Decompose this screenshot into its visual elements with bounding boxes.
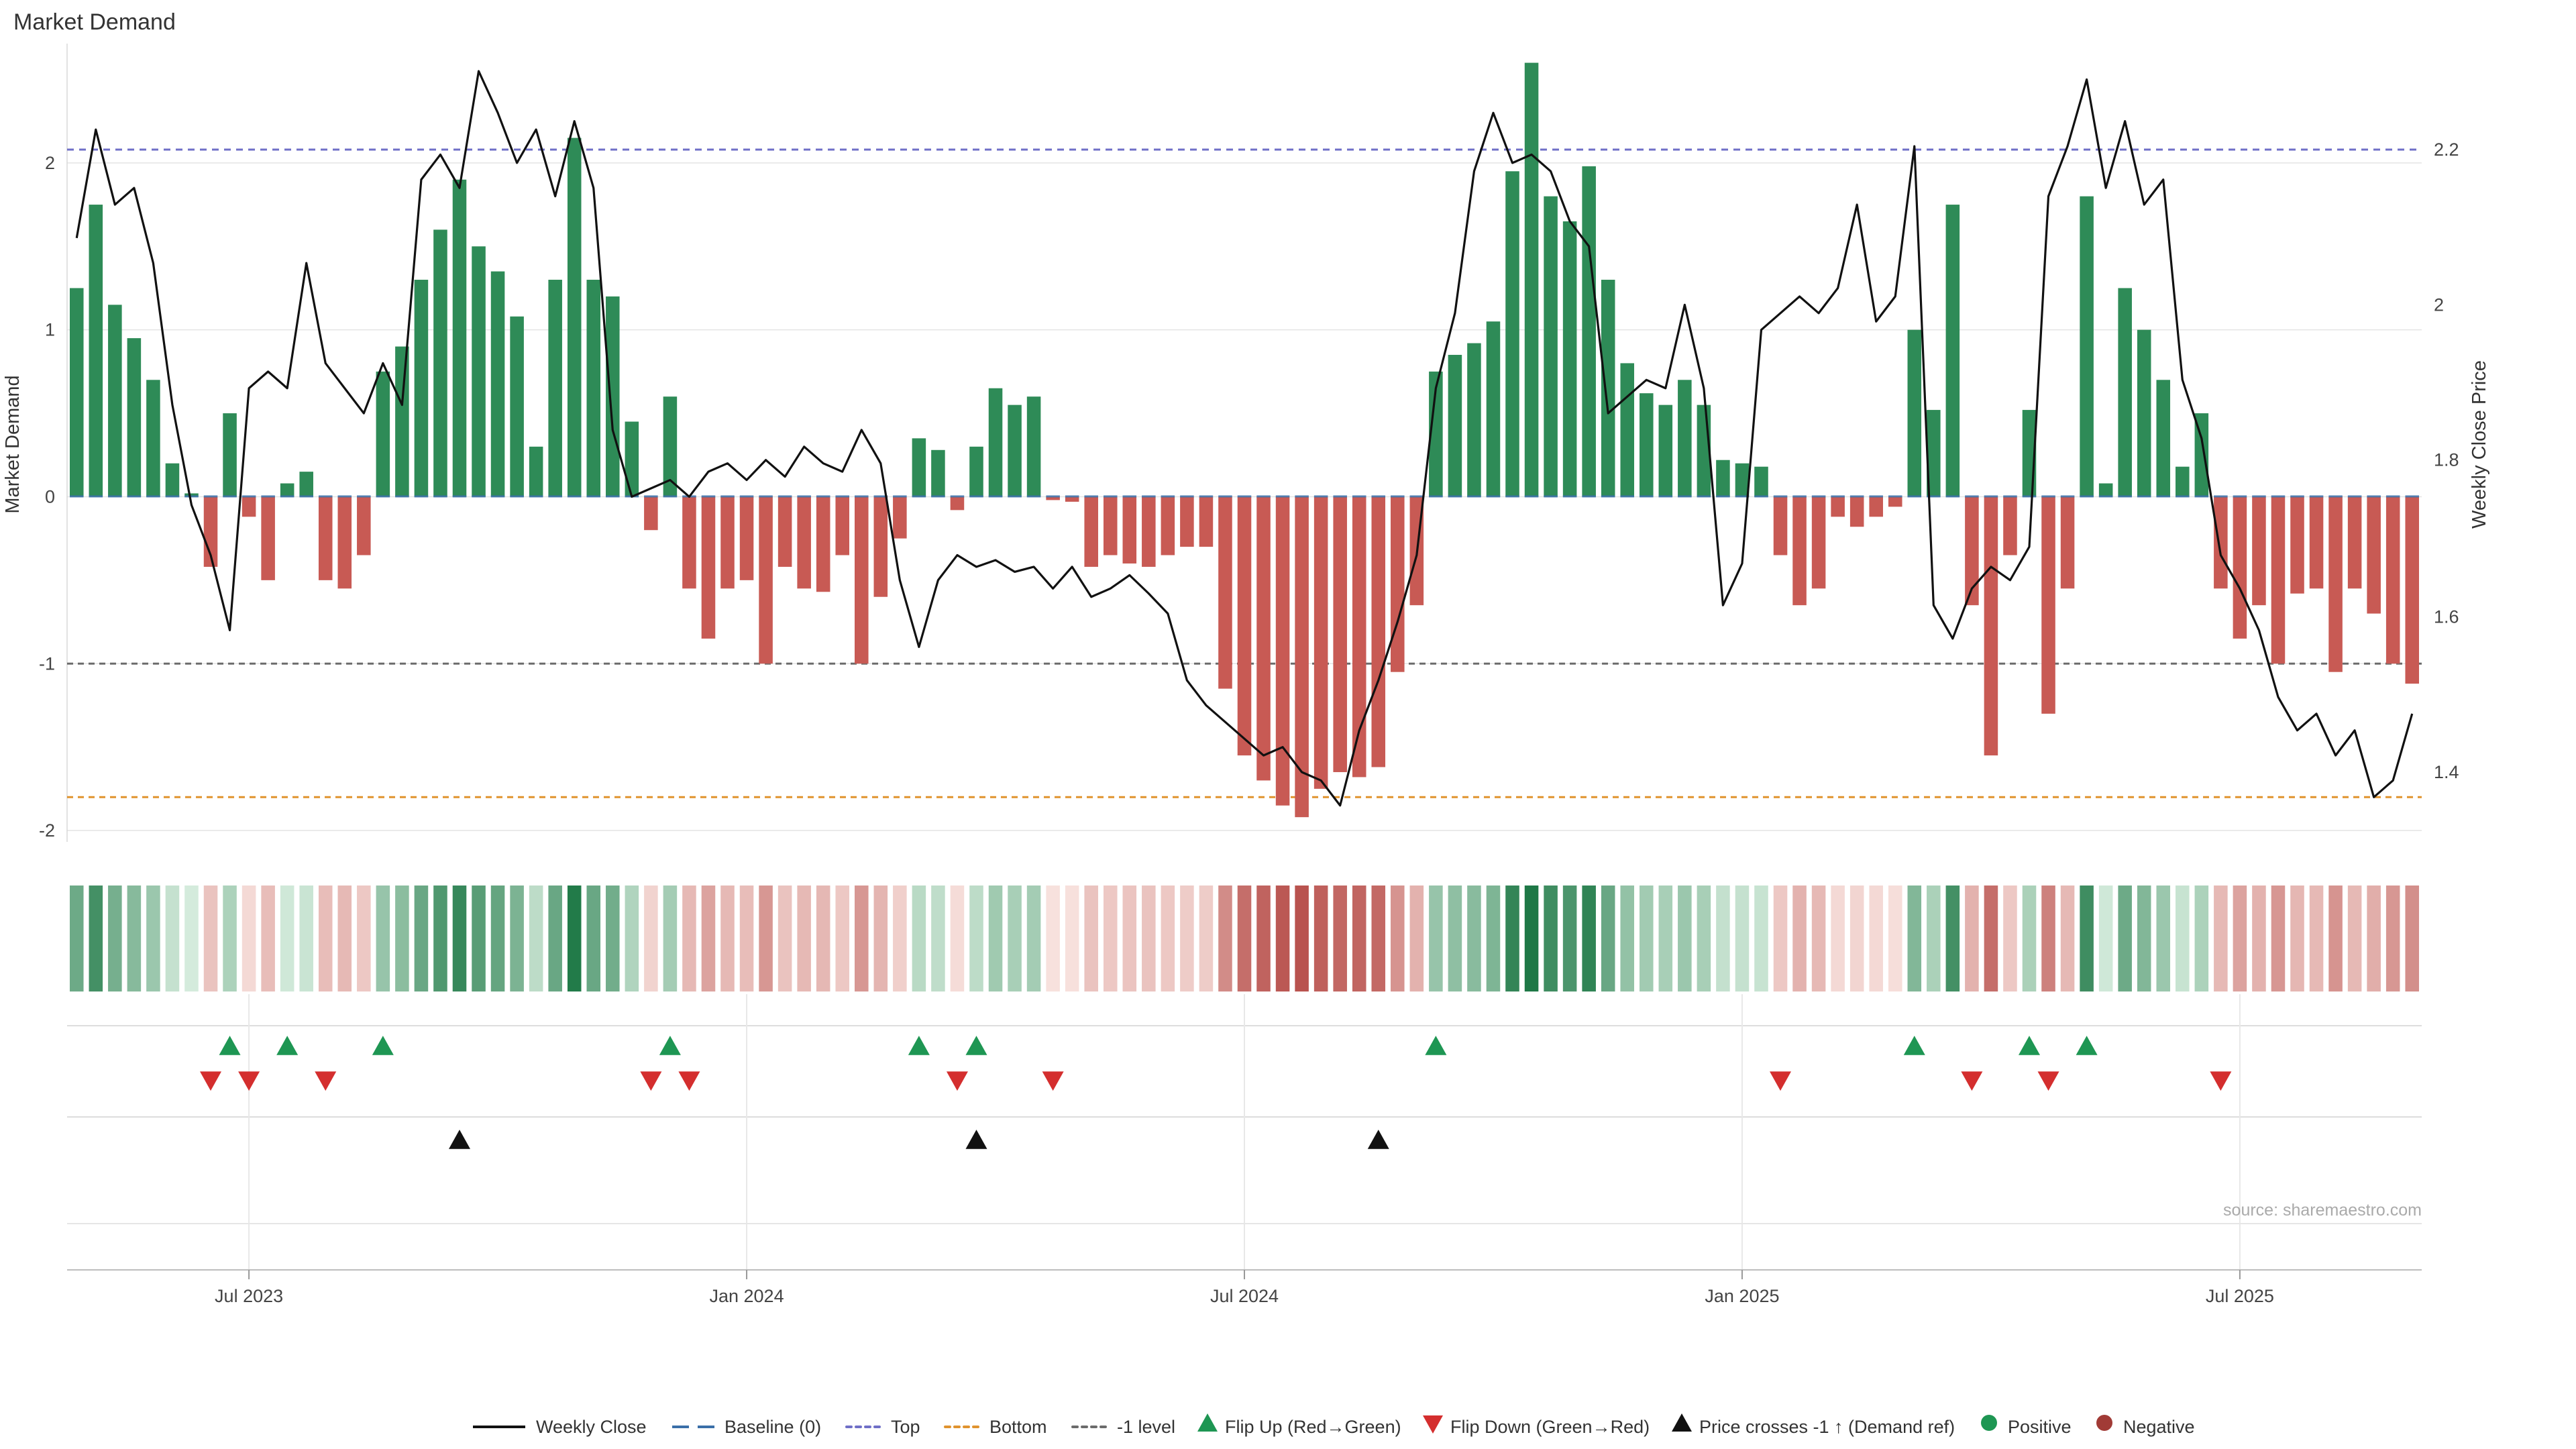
svg-text:Jan 2025: Jan 2025 — [1705, 1286, 1779, 1306]
svg-text:1.6: 1.6 — [2434, 607, 2459, 627]
svg-text:Positive: Positive — [2008, 1417, 2072, 1437]
svg-text:Top: Top — [891, 1417, 920, 1437]
svg-text:2.2: 2.2 — [2434, 140, 2459, 160]
svg-text:-2: -2 — [39, 820, 55, 841]
svg-text:2: 2 — [45, 153, 55, 173]
svg-text:1.8: 1.8 — [2434, 450, 2459, 470]
svg-text:1: 1 — [45, 320, 55, 340]
svg-text:Price crosses -1 ↑ (Demand ref: Price crosses -1 ↑ (Demand ref) — [1699, 1417, 1955, 1437]
svg-text:-1: -1 — [39, 653, 55, 674]
svg-text:Flip Down (Green→Red): Flip Down (Green→Red) — [1450, 1417, 1650, 1437]
svg-text:Negative: Negative — [2123, 1417, 2195, 1437]
svg-text:Weekly Close Price: Weekly Close Price — [2469, 360, 2490, 529]
svg-text:Weekly Close: Weekly Close — [536, 1417, 647, 1437]
svg-text:source: sharemaestro.com: source: sharemaestro.com — [2223, 1201, 2422, 1220]
svg-text:Market Demand: Market Demand — [2, 375, 23, 513]
svg-text:Bottom: Bottom — [989, 1417, 1047, 1437]
svg-text:Jul 2024: Jul 2024 — [1210, 1286, 1279, 1306]
svg-text:Baseline (0): Baseline (0) — [724, 1417, 821, 1437]
svg-text:Jul 2025: Jul 2025 — [2206, 1286, 2274, 1306]
svg-text:1.4: 1.4 — [2434, 762, 2459, 782]
svg-text:2: 2 — [2434, 294, 2444, 315]
svg-text:-1 level: -1 level — [1117, 1417, 1175, 1437]
svg-text:Jul 2023: Jul 2023 — [215, 1286, 283, 1306]
svg-text:0: 0 — [45, 486, 55, 506]
svg-text:Flip Up (Red→Green): Flip Up (Red→Green) — [1225, 1417, 1401, 1437]
svg-text:Jan 2024: Jan 2024 — [709, 1286, 784, 1306]
